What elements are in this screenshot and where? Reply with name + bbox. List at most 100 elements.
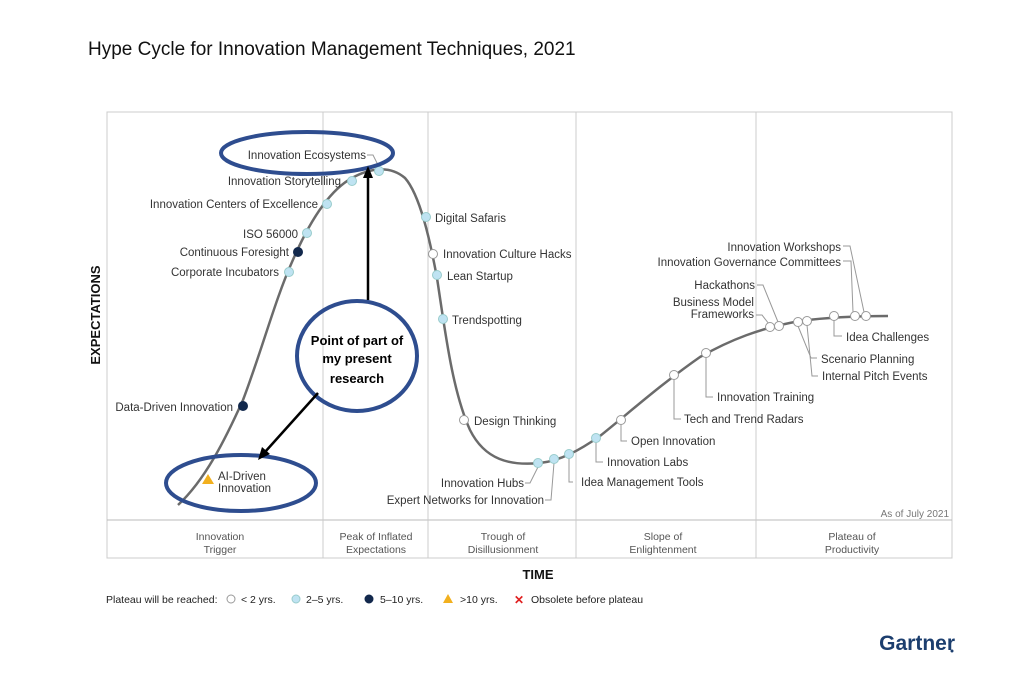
tech-label: Corporate Incubators [171, 267, 279, 279]
x-axis-label: TIME [522, 567, 553, 582]
point-marker [421, 212, 431, 222]
point-marker [564, 449, 574, 459]
research-annotation: Point of part of my present research [164, 130, 419, 513]
annotation-text: Point of part of [311, 333, 404, 348]
tech-label: Expert Networks for Innovation [387, 495, 544, 507]
point-marker [238, 401, 248, 411]
point-marker [861, 311, 871, 321]
point-marker [374, 166, 384, 176]
tech-label: Innovation Labs [607, 457, 688, 469]
phase-label: Productivity [825, 544, 880, 556]
tech-label: Continuous Foresight [180, 247, 290, 259]
arrow-down [264, 392, 319, 453]
point-marker [533, 458, 543, 468]
triangle-marker [202, 474, 214, 484]
tech-label: Innovation [218, 483, 271, 495]
logo-dot [950, 649, 954, 653]
as-of-date: As of July 2021 [881, 509, 950, 520]
point-marker [438, 314, 448, 324]
point-marker [284, 267, 294, 277]
tech-label: Trendspotting [452, 315, 522, 327]
tech-label: Innovation Training [717, 392, 814, 404]
phase-label: Enlightenment [629, 544, 696, 556]
legend-item: 5–10 yrs. [380, 594, 423, 606]
hype-curve [177, 168, 889, 506]
technology-points [202, 166, 871, 484]
legend-triangle-marker [443, 594, 453, 603]
leader-lines [367, 154, 865, 501]
point-marker [322, 199, 332, 209]
arrow-head [258, 447, 270, 460]
highlight-ellipse-ai-driven [164, 453, 318, 513]
point-marker [428, 249, 438, 259]
tech-label: Innovation Ecosystems [248, 150, 367, 162]
technology-labels: AI-Driven Innovation Data-Driven Innovat… [115, 150, 929, 507]
tech-label: Innovation Workshops [727, 242, 841, 254]
tech-label: Tech and Trend Radars [684, 414, 804, 426]
point-marker [302, 228, 312, 238]
legend-item: 2–5 yrs. [306, 594, 343, 606]
point-marker [347, 176, 357, 186]
legend-item: < 2 yrs. [241, 594, 276, 606]
legend-item: Obsolete before plateau [531, 594, 643, 606]
phase-label: Innovation [196, 531, 245, 543]
highlight-ellipse-ecosystems [219, 130, 395, 176]
tech-label: Innovation Centers of Excellence [150, 199, 318, 211]
arrow-head [363, 166, 373, 178]
obsolete-x-icon: ✕ [514, 593, 524, 607]
phase-label: Disillusionment [468, 544, 539, 556]
point-marker [459, 415, 469, 425]
point-marker [802, 316, 812, 326]
legend-title: Plateau will be reached: [106, 594, 218, 606]
legend-white-marker [226, 594, 236, 604]
chart-title: Hype Cycle for Innovation Management Tec… [88, 39, 576, 60]
point-marker [765, 322, 775, 332]
phase-label: Trough of [481, 531, 526, 543]
tech-label: Lean Startup [447, 271, 513, 283]
annotation-text: research [330, 371, 384, 386]
legend: Plateau will be reached: < 2 yrs. 2–5 yr… [106, 593, 643, 607]
point-marker [591, 433, 601, 443]
point-marker [829, 311, 839, 321]
tech-label: Innovation Governance Committees [658, 257, 842, 269]
legend-dark-marker [364, 594, 374, 604]
tech-label: ISO 56000 [243, 229, 298, 241]
point-marker [793, 317, 803, 327]
phase-label: Plateau of [828, 531, 875, 543]
point-marker [774, 321, 784, 331]
phase-label: Trigger [204, 544, 237, 556]
point-marker [293, 247, 303, 257]
point-marker [850, 311, 860, 321]
annotation-text: my present [322, 351, 392, 366]
tech-label: Business Model [673, 297, 754, 309]
tech-label: Innovation Culture Hacks [443, 249, 572, 261]
point-marker [669, 370, 679, 380]
tech-label: Design Thinking [474, 416, 556, 428]
phase-label: Slope of [644, 531, 683, 543]
tech-label: Open Innovation [631, 436, 715, 448]
phase-dividers [322, 112, 757, 558]
tech-label: Idea Challenges [846, 332, 929, 344]
tech-label: Frameworks [691, 309, 755, 321]
phase-label: Peak of Inflated [340, 531, 413, 543]
tech-label: Scenario Planning [821, 354, 914, 366]
legend-light-marker [291, 594, 301, 604]
tech-label: Internal Pitch Events [822, 371, 928, 383]
tech-label: Idea Management Tools [581, 477, 704, 489]
point-marker [432, 270, 442, 280]
point-marker [549, 454, 559, 464]
tech-label: Data-Driven Innovation [115, 402, 233, 414]
tech-label: Innovation Storytelling [228, 176, 341, 188]
tech-label: Hackathons [694, 280, 755, 292]
tech-label: AI-Driven [218, 471, 266, 483]
tech-label: Innovation Hubs [441, 478, 524, 490]
annotation-bubble [295, 299, 419, 413]
legend-item: >10 yrs. [460, 594, 498, 606]
point-marker [616, 415, 626, 425]
point-marker [701, 348, 711, 358]
gartner-logo: Gartner [879, 632, 955, 655]
phase-label: Expectations [346, 544, 406, 556]
y-axis-label: EXPECTATIONS [88, 265, 103, 365]
